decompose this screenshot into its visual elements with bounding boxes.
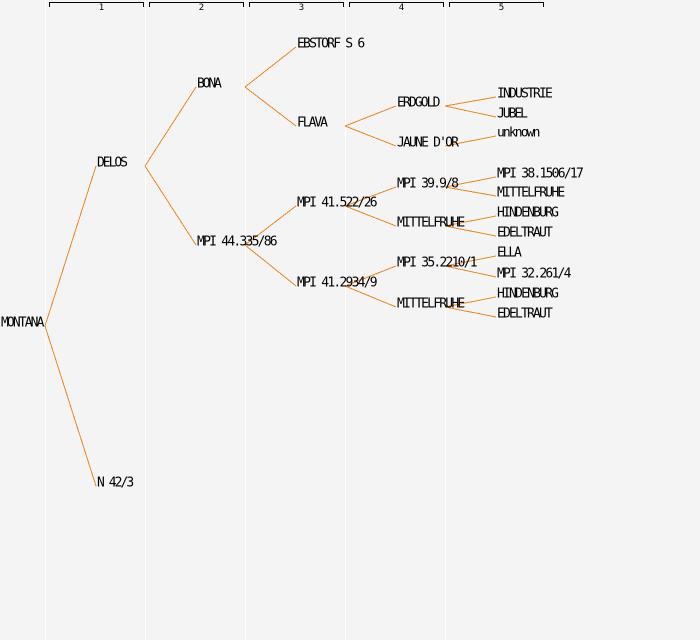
pedigree-edge xyxy=(444,306,497,318)
pedigree-node-label[interactable]: JUBEL xyxy=(497,107,528,122)
generation-number: 2 xyxy=(199,3,204,13)
pedigree-edge xyxy=(244,244,297,287)
pedigree-edge xyxy=(244,46,297,88)
generation-bracket xyxy=(349,2,444,7)
generation-bracket xyxy=(49,2,144,7)
pedigree-node-label[interactable]: BONA xyxy=(197,77,222,92)
pedigree-node-label[interactable]: MPI 35.2210/1 xyxy=(397,256,478,271)
pedigree-node-label[interactable]: MPI 39.9/8 xyxy=(397,177,459,192)
pedigree-node-label[interactable]: N 42/3 xyxy=(97,476,134,491)
pedigree-edge xyxy=(444,186,497,197)
pedigree-edge xyxy=(344,186,397,207)
pedigree-node-label[interactable]: unknown xyxy=(497,126,540,141)
pedigree-edge xyxy=(444,215,497,227)
pedigree-edge xyxy=(244,205,297,246)
pedigree-node-label[interactable]: MITTELFRUHE xyxy=(397,216,465,231)
pedigree-node-label[interactable]: FLAVA xyxy=(297,116,328,131)
pedigree-edge xyxy=(344,105,397,127)
generation-number: 1 xyxy=(99,3,104,13)
pedigree-node-label[interactable]: MONTANA xyxy=(1,316,45,331)
pedigree-edge xyxy=(344,285,397,308)
pedigree-node-label[interactable]: EDELTRAUT xyxy=(497,307,553,322)
pedigree-edge xyxy=(44,165,97,327)
generation-bracket xyxy=(449,2,544,7)
pedigree-edge xyxy=(444,255,497,267)
pedigree-node-label[interactable]: MITTELFRUHE xyxy=(497,186,565,201)
pedigree-node-label[interactable]: MPI 41.522/26 xyxy=(297,196,378,211)
pedigree-edge xyxy=(144,165,197,246)
generation-number: 4 xyxy=(399,3,404,13)
pedigree-node-label[interactable]: INDUSTRIE xyxy=(497,87,553,102)
pedigree-node-label[interactable]: MPI 32.261/4 xyxy=(497,267,572,282)
generation-number: 5 xyxy=(499,3,504,13)
pedigree-edge xyxy=(444,135,497,147)
pedigree-node-label[interactable]: EBSTORF S 6 xyxy=(297,37,365,52)
pedigree-edge xyxy=(344,125,397,147)
pedigree-edge xyxy=(444,176,497,188)
pedigree-node-label[interactable]: EDELTRAUT xyxy=(497,226,553,241)
pedigree-edge xyxy=(344,265,397,287)
pedigree-node-label[interactable]: HINDENBURG xyxy=(497,287,559,302)
pedigree-node-label[interactable]: MITTELFRUHE xyxy=(397,297,465,312)
generation-number: 3 xyxy=(299,3,304,13)
pedigree-node-label[interactable]: JAUNE D'OR xyxy=(397,136,459,151)
pedigree-edge xyxy=(444,296,497,308)
pedigree-node-label[interactable]: HINDENBURG xyxy=(497,206,559,221)
pedigree-node-label[interactable]: DELOS xyxy=(97,156,128,171)
pedigree-edge xyxy=(144,86,197,167)
pedigree-edge xyxy=(444,265,497,278)
pedigree-node-label[interactable]: ERDGOLD xyxy=(397,96,441,111)
generation-bracket xyxy=(149,2,244,7)
pedigree-edge xyxy=(444,96,497,107)
pedigree-edge xyxy=(244,86,297,127)
pedigree-node-label[interactable]: MPI 41.2934/9 xyxy=(297,276,378,291)
pedigree-node-label[interactable]: MPI 44.335/86 xyxy=(197,235,278,250)
generation-bracket xyxy=(249,2,344,7)
pedigree-edge xyxy=(44,325,97,487)
pedigree-edge xyxy=(444,105,497,118)
pedigree-node-label[interactable]: ELLA xyxy=(497,246,522,261)
pedigree-node-label[interactable]: MPI 38.1506/17 xyxy=(497,167,584,182)
pedigree-edge xyxy=(344,205,397,227)
pedigree-edge xyxy=(444,225,497,237)
